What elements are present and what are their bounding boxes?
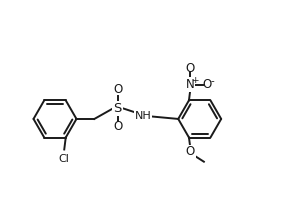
Text: O: O bbox=[113, 83, 122, 97]
Text: Cl: Cl bbox=[59, 154, 70, 164]
Text: O: O bbox=[113, 120, 122, 134]
Text: O: O bbox=[186, 145, 195, 158]
Text: -: - bbox=[210, 76, 214, 86]
Text: +: + bbox=[191, 76, 198, 85]
Text: NH: NH bbox=[135, 111, 151, 121]
Text: N: N bbox=[185, 78, 194, 91]
Text: O: O bbox=[203, 78, 212, 91]
Text: S: S bbox=[114, 102, 122, 115]
Text: O: O bbox=[186, 62, 195, 75]
